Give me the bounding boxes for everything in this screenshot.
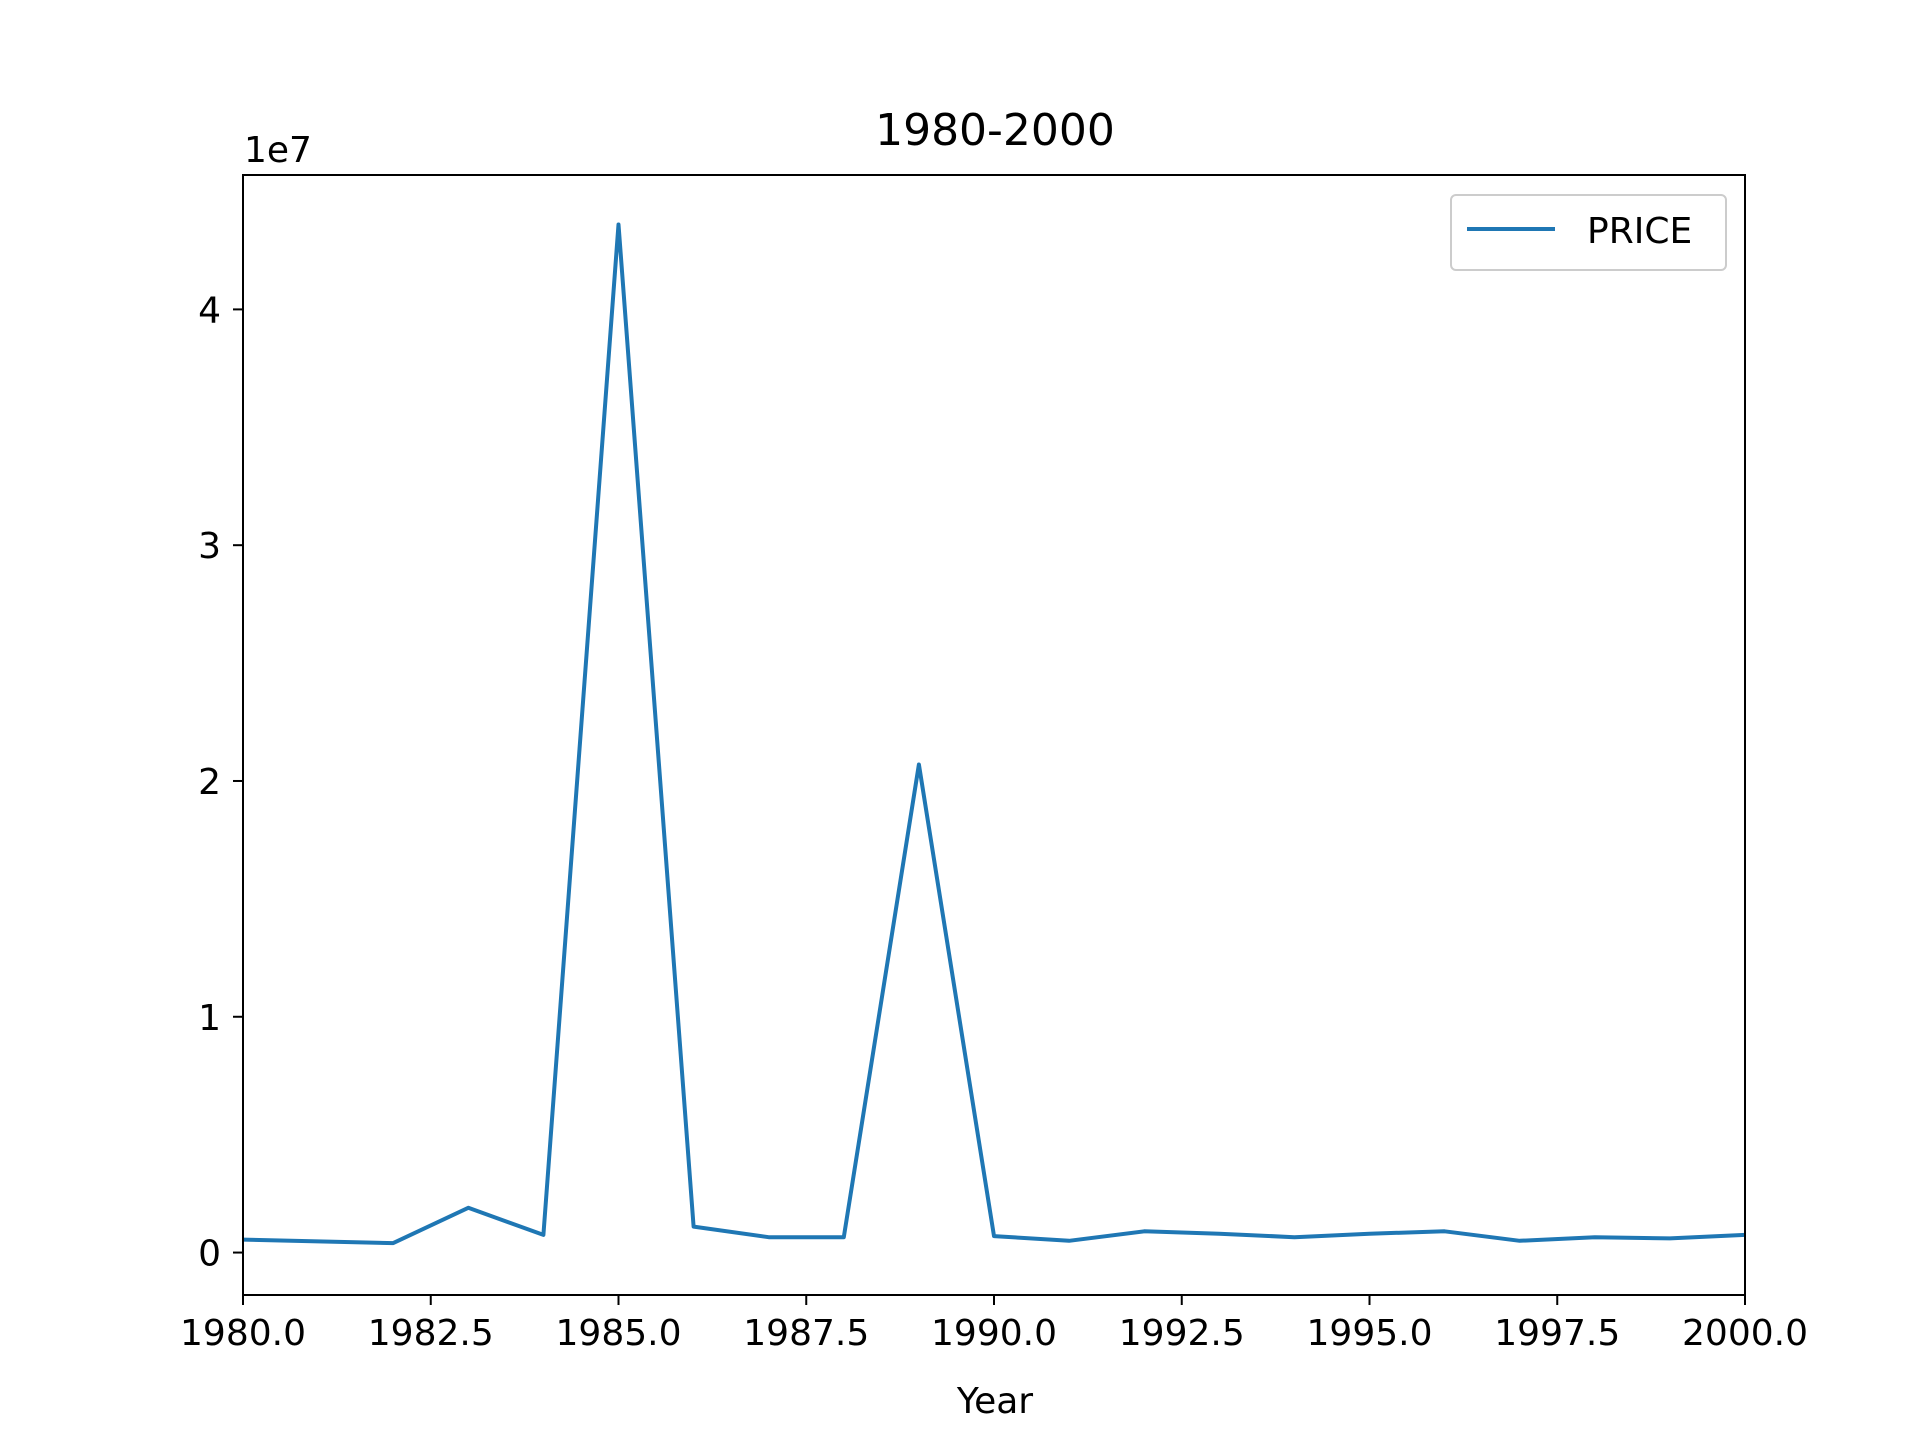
y-tick-label: 0 bbox=[198, 1234, 221, 1275]
x-tick-label: 1992.5 bbox=[1119, 1313, 1245, 1354]
x-tick-label: 1980.0 bbox=[180, 1313, 306, 1354]
x-tick-label: 1987.5 bbox=[743, 1313, 869, 1354]
legend: PRICE bbox=[1450, 194, 1727, 271]
y-tick-label: 2 bbox=[198, 762, 221, 803]
chart-title: 1980-2000 bbox=[875, 105, 1115, 156]
x-tick-label: 1997.5 bbox=[1494, 1313, 1620, 1354]
x-tick-label: 2000.0 bbox=[1682, 1313, 1808, 1354]
y-offset-label: 1e7 bbox=[244, 130, 312, 171]
legend-label: PRICE bbox=[1587, 211, 1692, 252]
x-tick-label: 1982.5 bbox=[368, 1313, 494, 1354]
legend-frame bbox=[1450, 194, 1727, 271]
y-tick-label: 4 bbox=[198, 290, 221, 331]
y-axis-ticks: 0 1 2 3 4 bbox=[198, 290, 243, 1275]
x-tick-label: 1985.0 bbox=[556, 1313, 682, 1354]
y-tick-label: 1 bbox=[198, 998, 221, 1039]
x-tick-label: 1990.0 bbox=[931, 1313, 1057, 1354]
x-axis-label: Year bbox=[956, 1381, 1033, 1422]
series-line-price bbox=[242, 222, 1746, 1246]
x-tick-label: 1995.0 bbox=[1307, 1313, 1433, 1354]
x-axis-ticks: 1980.0 1982.5 1985.0 1987.5 1990.0 1992.5 1995… bbox=[180, 1295, 1808, 1354]
y-tick-label: 3 bbox=[198, 526, 221, 567]
